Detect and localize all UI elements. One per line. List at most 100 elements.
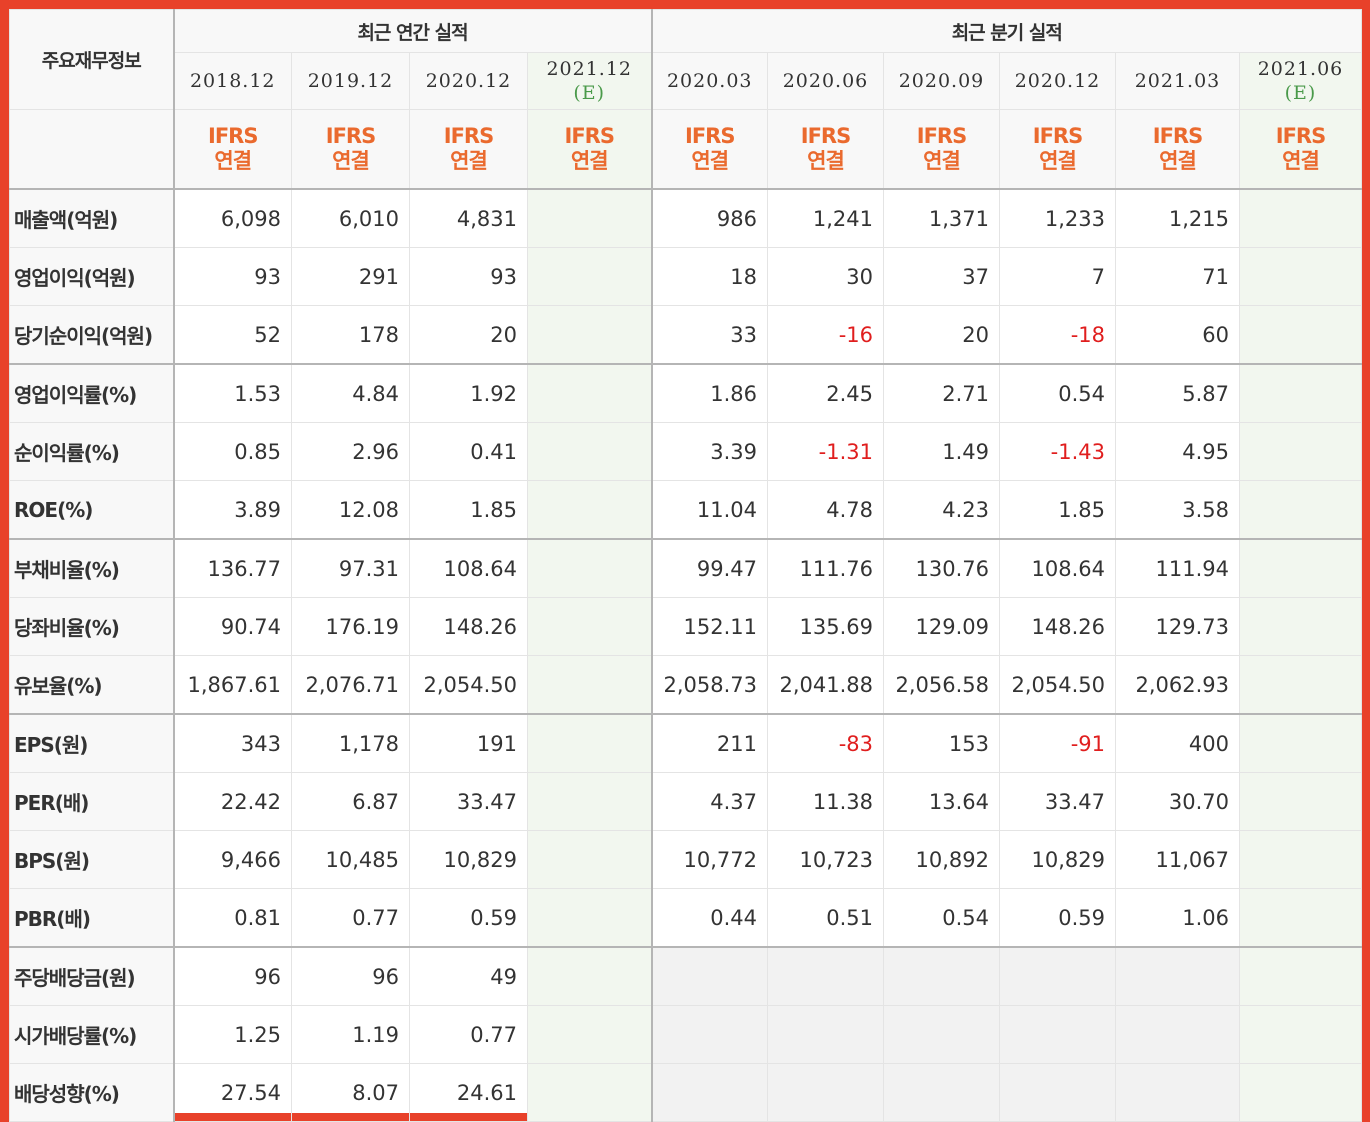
ifrs-label: IFRS [916, 124, 967, 148]
value-cell: 1.19 [291, 1005, 410, 1064]
row-label: ROE(%) [9, 480, 175, 540]
value-cell: 3.39 [651, 422, 768, 481]
table-row: 당좌비율(%) 90.74 176.19 148.26 152.11 135.69 129.… [9, 597, 1362, 656]
value-cell [767, 1063, 884, 1122]
value-cell: 1,178 [291, 713, 410, 773]
value-cell [1115, 1063, 1240, 1122]
consolidated-label: 연결 [1282, 149, 1320, 173]
value-cell [767, 1005, 884, 1064]
value-cell: 0.51 [767, 888, 884, 948]
value-cell: 11,067 [1115, 830, 1240, 889]
period-header: 2021.12 (E) [527, 52, 653, 110]
accounting-basis-header: IFRS 연결 [651, 109, 768, 190]
value-cell: -83 [767, 713, 884, 773]
value-cell: 2,054.50 [999, 655, 1116, 715]
row-label: 영업이익률(%) [9, 363, 175, 423]
value-cell: 176.19 [291, 597, 410, 656]
value-cell: 4.78 [767, 480, 884, 540]
period-header: 2018.12 [173, 52, 292, 110]
period-label: 2021.12 [546, 58, 633, 80]
value-cell: 111.94 [1115, 538, 1240, 598]
value-cell: 6,098 [173, 188, 292, 248]
row-label: 당좌비율(%) [9, 597, 175, 656]
value-cell: 20 [883, 305, 1000, 365]
ifrs-label: IFRS [443, 124, 494, 148]
value-cell: 18 [651, 247, 768, 306]
value-cell: 2.71 [883, 363, 1000, 423]
main-header-filler [9, 109, 175, 190]
value-cell [527, 1063, 653, 1122]
value-cell: 0.41 [409, 422, 528, 481]
value-cell: 0.85 [173, 422, 292, 481]
quarterly-group-header: 최근 분기 실적 [651, 9, 1362, 53]
value-cell: 2,041.88 [767, 655, 884, 715]
value-cell [527, 188, 653, 248]
value-cell [1239, 772, 1362, 831]
value-cell: 96 [291, 946, 410, 1006]
estimate-mark: (E) [1284, 82, 1317, 104]
value-cell: 1.49 [883, 422, 1000, 481]
value-cell: 7 [999, 247, 1116, 306]
period-label: 2020.12 [1014, 70, 1101, 92]
period-header: 2020.09 [883, 52, 1000, 110]
period-label: 2020.06 [782, 70, 869, 92]
table-row: 매출액(억원) 6,098 6,010 4,831 986 1,241 1,371 1,233… [9, 188, 1362, 248]
period-label: 2019.12 [307, 70, 394, 92]
period-label: 2020.12 [425, 70, 512, 92]
value-cell: 2,054.50 [409, 655, 528, 715]
value-cell: 9,466 [173, 830, 292, 889]
value-cell: 986 [651, 188, 768, 248]
value-cell: 71 [1115, 247, 1240, 306]
row-label: 배당성향(%) [9, 1063, 175, 1122]
value-cell: 10,892 [883, 830, 1000, 889]
annual-group-header: 최근 연간 실적 [173, 9, 653, 53]
value-cell: 2.45 [767, 363, 884, 423]
value-cell: 60 [1115, 305, 1240, 365]
value-cell [1239, 713, 1362, 773]
period-header: 2019.12 [291, 52, 410, 110]
row-label: 시가배당률(%) [9, 1005, 175, 1064]
value-cell [999, 1005, 1116, 1064]
value-cell [1239, 247, 1362, 306]
value-cell: 5.87 [1115, 363, 1240, 423]
value-cell: 0.77 [409, 1005, 528, 1064]
ifrs-label: IFRS [1275, 124, 1326, 148]
value-cell: 0.59 [999, 888, 1116, 948]
table-row: 시가배당률(%) 1.25 1.19 0.77 [9, 1005, 1362, 1064]
value-cell: 12.08 [291, 480, 410, 540]
value-cell: 130.76 [883, 538, 1000, 598]
value-cell: 1.06 [1115, 888, 1240, 948]
period-header: 2020.12 [409, 52, 528, 110]
table-row: BPS(원) 9,466 10,485 10,829 10,772 10,723 10,89… [9, 830, 1362, 889]
value-cell [527, 480, 653, 540]
period-header: 2021.06 (E) [1239, 52, 1362, 110]
value-cell [527, 597, 653, 656]
value-cell: 10,829 [999, 830, 1116, 889]
value-cell: 148.26 [999, 597, 1116, 656]
value-cell: -18 [999, 305, 1116, 365]
accounting-basis-header: IFRS 연결 [999, 109, 1116, 190]
value-cell [1115, 946, 1240, 1006]
period-header: 2020.03 [651, 52, 768, 110]
value-cell: 1,215 [1115, 188, 1240, 248]
table-row: 당기순이익(억원) 52 178 20 33 -16 20 -18 60 [9, 305, 1362, 365]
accounting-basis-header: IFRS 연결 [409, 109, 528, 190]
table-row: 주당배당금(원) 96 96 49 [9, 946, 1362, 1006]
value-cell [1239, 597, 1362, 656]
value-cell [651, 1063, 768, 1122]
value-cell: 1.86 [651, 363, 768, 423]
value-cell [1239, 888, 1362, 948]
accounting-basis-header: IFRS 연결 [1239, 109, 1362, 190]
value-cell [527, 830, 653, 889]
value-cell [1239, 830, 1362, 889]
row-label: 영업이익(억원) [9, 247, 175, 306]
value-cell [1239, 538, 1362, 598]
consolidated-label: 연결 [923, 149, 961, 173]
value-cell [651, 1005, 768, 1064]
value-cell: 33.47 [409, 772, 528, 831]
value-cell: 1,233 [999, 188, 1116, 248]
value-cell: 343 [173, 713, 292, 773]
table-row: PER(배) 22.42 6.87 33.47 4.37 11.38 13.64 33.47 3… [9, 772, 1362, 831]
consolidated-label: 연결 [691, 149, 729, 173]
value-cell: 148.26 [409, 597, 528, 656]
